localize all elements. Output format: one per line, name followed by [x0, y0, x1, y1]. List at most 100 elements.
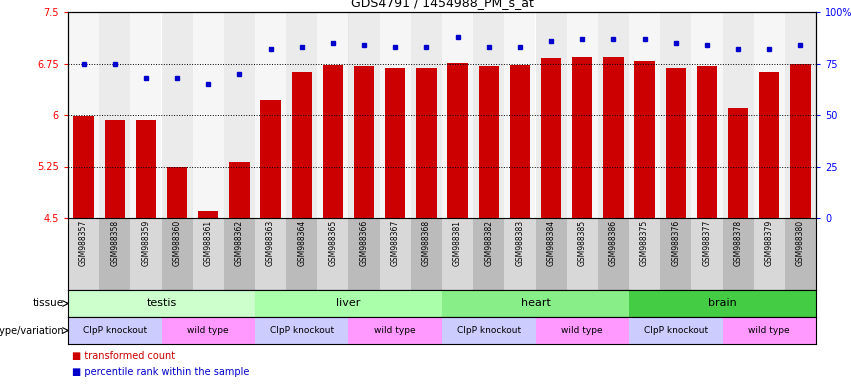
- Bar: [68, 12, 100, 218]
- Bar: [380, 12, 411, 218]
- Bar: [411, 218, 442, 290]
- Bar: [505, 12, 535, 218]
- Text: genotype/variation: genotype/variation: [0, 326, 65, 336]
- Text: ClpP knockout: ClpP knockout: [457, 326, 521, 335]
- Text: wild type: wild type: [748, 326, 790, 335]
- Bar: [691, 12, 722, 218]
- Bar: [162, 317, 255, 344]
- Bar: [635, 61, 654, 218]
- Bar: [192, 12, 224, 218]
- Bar: [541, 58, 561, 218]
- Bar: [665, 68, 686, 218]
- Bar: [162, 218, 192, 290]
- Bar: [130, 218, 162, 290]
- Bar: [728, 108, 748, 218]
- Text: GSM988384: GSM988384: [546, 220, 556, 266]
- Bar: [572, 56, 592, 218]
- Bar: [349, 317, 442, 344]
- Bar: [754, 218, 785, 290]
- Bar: [416, 68, 437, 218]
- Text: GSM988379: GSM988379: [765, 220, 774, 266]
- Bar: [510, 65, 530, 218]
- Bar: [136, 120, 156, 218]
- Bar: [759, 72, 780, 218]
- Text: GSM988385: GSM988385: [578, 220, 586, 266]
- Bar: [255, 290, 442, 317]
- Bar: [349, 218, 380, 290]
- Bar: [535, 12, 567, 218]
- Text: heart: heart: [521, 298, 551, 308]
- Bar: [567, 218, 598, 290]
- Bar: [629, 290, 816, 317]
- Text: GSM988383: GSM988383: [516, 220, 524, 266]
- Bar: [323, 65, 343, 218]
- Text: ■ transformed count: ■ transformed count: [72, 351, 175, 361]
- Bar: [354, 66, 374, 218]
- Text: GSM988364: GSM988364: [297, 220, 306, 266]
- Text: GSM988376: GSM988376: [671, 220, 680, 266]
- Bar: [260, 100, 281, 218]
- Bar: [292, 72, 311, 218]
- Bar: [130, 12, 162, 218]
- Text: ClpP knockout: ClpP knockout: [83, 326, 147, 335]
- Bar: [411, 12, 442, 218]
- Bar: [68, 218, 100, 290]
- Bar: [286, 12, 317, 218]
- Bar: [473, 12, 505, 218]
- Bar: [722, 218, 754, 290]
- Bar: [255, 317, 349, 344]
- Bar: [660, 12, 691, 218]
- Bar: [317, 218, 349, 290]
- Bar: [473, 218, 505, 290]
- Text: GSM988359: GSM988359: [141, 220, 151, 266]
- Text: GSM988368: GSM988368: [422, 220, 431, 266]
- Bar: [598, 218, 629, 290]
- Text: GSM988378: GSM988378: [734, 220, 743, 266]
- Bar: [192, 218, 224, 290]
- Bar: [68, 317, 162, 344]
- Bar: [100, 12, 130, 218]
- Bar: [785, 12, 816, 218]
- Bar: [442, 218, 473, 290]
- Text: GSM988358: GSM988358: [111, 220, 119, 266]
- Text: ■ percentile rank within the sample: ■ percentile rank within the sample: [72, 367, 249, 377]
- Bar: [229, 162, 249, 218]
- Bar: [598, 12, 629, 218]
- Bar: [629, 317, 722, 344]
- Text: liver: liver: [336, 298, 361, 308]
- Text: GSM988361: GSM988361: [203, 220, 213, 266]
- Bar: [785, 218, 816, 290]
- Text: GSM988386: GSM988386: [609, 220, 618, 266]
- Text: GSM988363: GSM988363: [266, 220, 275, 266]
- Bar: [691, 218, 722, 290]
- Bar: [535, 218, 567, 290]
- Text: GSM988357: GSM988357: [79, 220, 89, 266]
- Bar: [629, 12, 660, 218]
- Text: wild type: wild type: [187, 326, 229, 335]
- Text: GSM988377: GSM988377: [702, 220, 711, 266]
- Text: tissue: tissue: [33, 298, 65, 308]
- Text: GSM988360: GSM988360: [173, 220, 181, 266]
- Bar: [380, 218, 411, 290]
- Bar: [722, 12, 754, 218]
- Bar: [567, 12, 598, 218]
- Bar: [73, 116, 94, 218]
- Bar: [386, 68, 405, 218]
- Bar: [505, 218, 535, 290]
- Text: GSM988366: GSM988366: [360, 220, 368, 266]
- Bar: [791, 63, 810, 218]
- Bar: [722, 317, 816, 344]
- Text: wild type: wild type: [374, 326, 416, 335]
- Bar: [105, 120, 125, 218]
- Bar: [198, 211, 219, 218]
- Text: testis: testis: [146, 298, 177, 308]
- Bar: [442, 317, 535, 344]
- Bar: [167, 167, 187, 218]
- Text: GSM988380: GSM988380: [796, 220, 805, 266]
- Bar: [100, 218, 130, 290]
- Bar: [697, 66, 717, 218]
- Text: GSM988375: GSM988375: [640, 220, 649, 266]
- Bar: [68, 290, 255, 317]
- Bar: [535, 317, 629, 344]
- Bar: [478, 66, 499, 218]
